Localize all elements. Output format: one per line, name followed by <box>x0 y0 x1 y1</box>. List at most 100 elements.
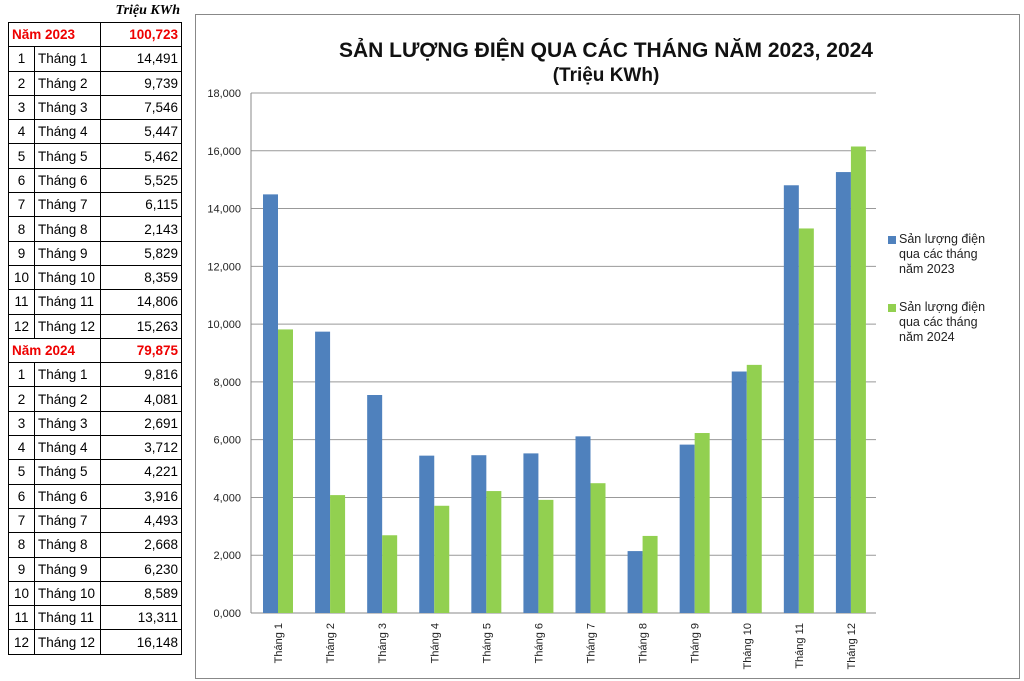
table-row: 8 Tháng 8 2,668 <box>8 532 182 558</box>
month-value: 6,115 <box>100 192 182 218</box>
bar-2023 <box>315 331 331 613</box>
y-tick-label: 18,000 <box>207 88 241 100</box>
bar-2024 <box>278 329 293 613</box>
row-number: 4 <box>8 435 35 461</box>
month-label: Tháng 6 <box>34 167 101 194</box>
month-label: Tháng 7 <box>34 507 101 534</box>
month-value: 5,525 <box>100 167 182 194</box>
row-number: 9 <box>8 556 35 582</box>
month-label: Tháng 11 <box>34 289 101 315</box>
bar-2023 <box>679 444 695 613</box>
month-value: 14,491 <box>100 46 182 72</box>
bar-2024 <box>798 228 814 613</box>
month-label: Tháng 8 <box>34 532 101 558</box>
month-value: 13,311 <box>100 605 182 631</box>
month-label: Tháng 5 <box>34 459 101 485</box>
year-total: 79,875 <box>100 337 182 364</box>
x-tick-label: Tháng 10 <box>742 623 754 669</box>
month-value: 2,668 <box>100 532 182 558</box>
table-row: 11 Tháng 11 14,806 <box>8 289 182 315</box>
legend-label: Sản lượng điện <box>899 232 985 246</box>
month-label: Tháng 6 <box>34 483 101 509</box>
bar-chart: SẢN LƯỢNG ĐIỆN QUA CÁC THÁNG NĂM 2023, 2… <box>207 38 985 669</box>
table-row: 9 Tháng 9 5,829 <box>8 240 182 266</box>
bar-2023 <box>471 455 487 613</box>
month-label: Tháng 3 <box>34 410 101 437</box>
row-number: 6 <box>8 483 35 509</box>
table-row: 1 Tháng 1 14,491 <box>8 46 182 72</box>
bar-2023 <box>835 172 851 613</box>
table-row: 7 Tháng 7 6,115 <box>8 192 182 218</box>
legend-label: Sản lượng điện <box>899 300 985 314</box>
month-label: Tháng 5 <box>34 143 101 169</box>
row-number: 3 <box>8 94 35 121</box>
y-tick-label: 0,000 <box>213 608 241 620</box>
month-label: Tháng 1 <box>34 362 101 388</box>
row-number: 2 <box>8 70 35 96</box>
bar-2024 <box>434 505 450 613</box>
month-label: Tháng 2 <box>34 70 101 96</box>
row-number: 10 <box>8 580 35 607</box>
row-number: 8 <box>8 532 35 558</box>
year-label: Năm 2023 <box>8 21 101 48</box>
month-label: Tháng 3 <box>34 94 101 121</box>
bar-2024 <box>486 491 502 613</box>
table-row: 6 Tháng 6 3,916 <box>8 483 182 509</box>
bar-2024 <box>746 364 762 613</box>
row-number: 8 <box>8 216 35 242</box>
bar-2024 <box>538 499 554 613</box>
x-tick-label: Tháng 1 <box>273 623 285 663</box>
x-tick-label: Tháng 5 <box>481 623 493 663</box>
legend-label: qua các tháng <box>899 247 978 261</box>
table-row: 4 Tháng 4 5,447 <box>8 119 182 145</box>
table-row: 2 Tháng 2 4,081 <box>8 386 182 412</box>
row-number: 1 <box>8 46 35 72</box>
y-tick-label: 8,000 <box>213 377 241 389</box>
x-tick-label: Tháng 7 <box>586 623 598 663</box>
legend-label: qua các tháng <box>899 315 978 329</box>
row-number: 6 <box>8 167 35 194</box>
table-row: 10 Tháng 10 8,589 <box>8 580 182 607</box>
table-row: 10 Tháng 10 8,359 <box>8 264 182 291</box>
row-number: 10 <box>8 264 35 291</box>
month-value: 16,148 <box>100 629 182 655</box>
legend-label: năm 2024 <box>899 330 955 344</box>
chart-subtitle: (Triệu KWh) <box>553 65 660 86</box>
bar-2024 <box>850 146 866 613</box>
table-row: 5 Tháng 5 5,462 <box>8 143 182 169</box>
month-label: Tháng 11 <box>34 605 101 631</box>
row-number: 11 <box>8 605 35 631</box>
month-value: 6,230 <box>100 556 182 582</box>
unit-label: Triệu KWh <box>115 3 180 18</box>
table-row: 5 Tháng 5 4,221 <box>8 459 182 485</box>
month-value: 4,493 <box>100 507 182 534</box>
bar-2024 <box>330 495 346 613</box>
month-label: Tháng 1 <box>34 46 101 72</box>
row-number: 3 <box>8 410 35 437</box>
y-tick-label: 16,000 <box>207 146 241 158</box>
row-number: 9 <box>8 240 35 266</box>
y-tick-label: 2,000 <box>213 550 241 562</box>
year-row: Năm 2024 79,875 <box>8 337 182 364</box>
month-value: 2,691 <box>100 410 182 437</box>
month-value: 5,829 <box>100 240 182 266</box>
table-row: 7 Tháng 7 4,493 <box>8 507 182 534</box>
month-label: Tháng 12 <box>34 629 101 655</box>
bar-2024 <box>590 483 606 613</box>
table-row: 12 Tháng 12 15,263 <box>8 313 182 339</box>
month-label: Tháng 10 <box>34 580 101 607</box>
x-tick-label: Tháng 2 <box>325 623 337 663</box>
bar-2023 <box>263 194 278 614</box>
legend-swatch <box>888 236 896 244</box>
y-tick-label: 4,000 <box>213 492 241 504</box>
chart-panel: SẢN LƯỢNG ĐIỆN QUA CÁC THÁNG NĂM 2023, 2… <box>195 14 1020 679</box>
month-label: Tháng 4 <box>34 119 101 145</box>
month-value: 4,221 <box>100 459 182 485</box>
row-number: 4 <box>8 119 35 145</box>
y-tick-label: 6,000 <box>213 435 241 447</box>
month-value: 3,916 <box>100 483 182 509</box>
year-row: Năm 2023 100,723 <box>8 21 182 48</box>
y-tick-label: 10,000 <box>207 319 241 331</box>
x-tick-label: Tháng 4 <box>429 623 441 663</box>
row-number: 5 <box>8 143 35 169</box>
